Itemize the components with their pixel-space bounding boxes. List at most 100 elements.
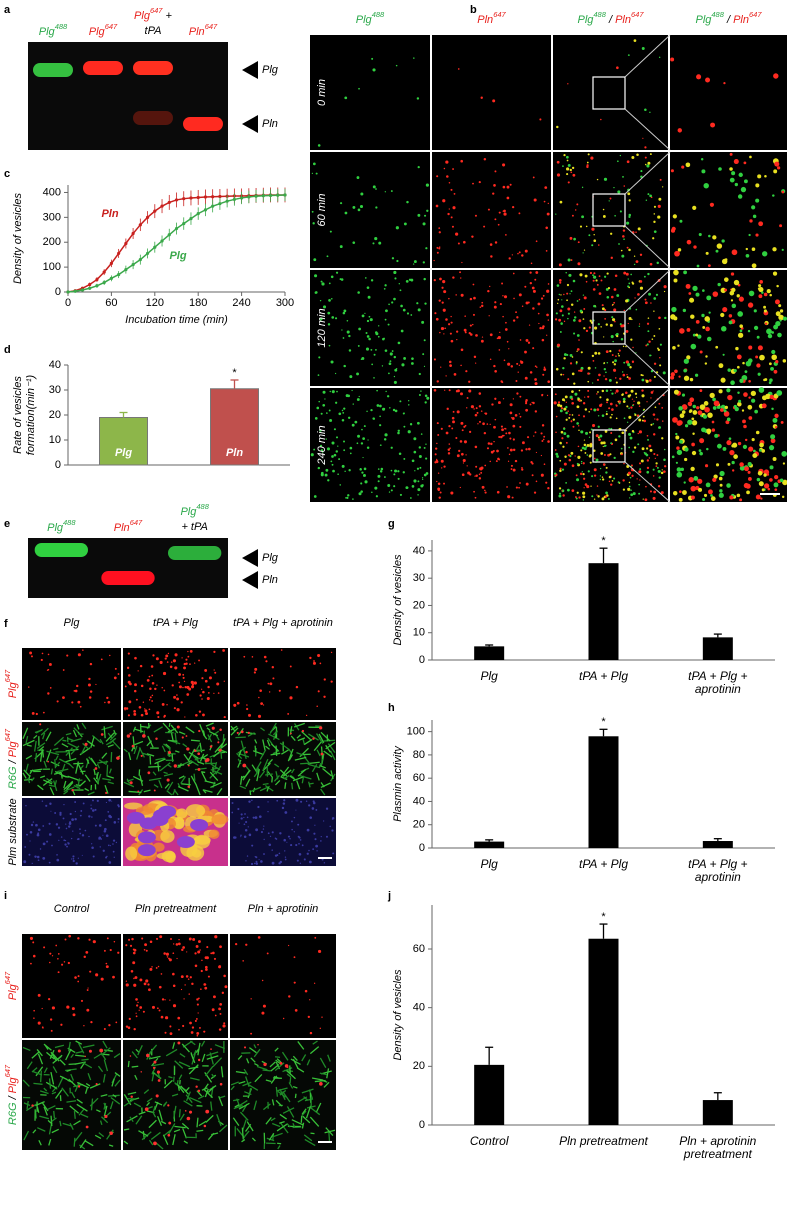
fiber (22, 1046, 31, 1052)
speck (117, 804, 120, 807)
speck (690, 343, 697, 350)
speck (359, 468, 362, 471)
speck (628, 407, 630, 409)
speck (652, 237, 655, 240)
speck (566, 488, 570, 492)
speck (189, 649, 193, 653)
fiber (25, 754, 33, 760)
fiber (296, 734, 302, 739)
speck (436, 458, 438, 461)
speck (758, 481, 764, 487)
speck (436, 380, 439, 383)
speck (707, 412, 713, 418)
speck (199, 694, 202, 697)
speck (705, 77, 711, 83)
speck (322, 403, 326, 407)
speck (178, 681, 181, 684)
speck (406, 200, 409, 204)
speck (627, 322, 629, 325)
panel-letter: g (388, 518, 395, 530)
speck (557, 403, 561, 407)
speck (646, 466, 650, 470)
fiber (172, 1134, 176, 1146)
speck (622, 229, 626, 232)
x-axis-label: Incubation time (min) (125, 314, 228, 326)
speck (617, 353, 620, 355)
speck (460, 348, 464, 352)
speck (77, 700, 81, 704)
speck (563, 407, 567, 411)
speck (271, 831, 274, 834)
speck (140, 684, 144, 688)
speck (567, 258, 571, 262)
speck (125, 1025, 129, 1028)
speck (459, 271, 461, 274)
fiber (45, 731, 52, 742)
speck (570, 171, 573, 174)
speck (257, 936, 261, 939)
speck (737, 332, 744, 338)
speck (425, 247, 428, 250)
speck (179, 685, 182, 689)
fiber (245, 778, 251, 787)
speck (644, 156, 647, 159)
fiber (48, 1138, 52, 1146)
speck (379, 424, 382, 427)
series-label: Pln (101, 208, 118, 220)
speck (64, 843, 67, 846)
speck (182, 1024, 185, 1028)
speck (137, 1001, 139, 1004)
speck (323, 695, 326, 698)
y-axis-label: formation(min⁻¹) (25, 374, 37, 455)
speck (314, 417, 318, 420)
data-point (196, 195, 200, 200)
speck (679, 219, 683, 223)
speck (381, 365, 384, 367)
fiber (102, 1073, 106, 1083)
micrograph (22, 934, 121, 1038)
speck (135, 698, 138, 701)
speck (357, 344, 360, 347)
speck (505, 432, 508, 435)
speck (621, 371, 624, 373)
speck (737, 401, 742, 407)
speck (131, 744, 135, 748)
speck (737, 391, 740, 395)
speck (566, 292, 569, 295)
speck (470, 333, 473, 336)
speck (583, 443, 587, 447)
speck (444, 327, 447, 330)
speck (473, 355, 477, 359)
speck (451, 427, 454, 430)
speck (111, 800, 113, 802)
speck (149, 940, 153, 944)
speck (79, 705, 82, 708)
speck (519, 415, 522, 418)
data-point (131, 231, 135, 236)
speck (502, 295, 504, 297)
fiber (188, 1066, 199, 1070)
speck (185, 735, 188, 737)
speck (614, 214, 616, 217)
speck (489, 358, 492, 360)
y-tick-label: 20 (413, 1060, 425, 1072)
speck (634, 297, 636, 299)
speck (708, 489, 713, 495)
speck (187, 650, 189, 653)
speck (722, 446, 727, 451)
speck (197, 1058, 201, 1062)
speck (592, 423, 596, 428)
label-part: Plg (180, 506, 197, 518)
speck (609, 323, 613, 327)
speck (34, 855, 37, 858)
band-label: Pln (262, 118, 278, 130)
data-point (145, 251, 150, 256)
speck (639, 253, 643, 256)
speck (193, 681, 197, 685)
speck (138, 705, 142, 709)
speck (534, 382, 538, 386)
speck (214, 935, 218, 939)
speck (512, 272, 515, 275)
y-tick-label: 20 (413, 599, 425, 611)
speck (686, 355, 691, 360)
